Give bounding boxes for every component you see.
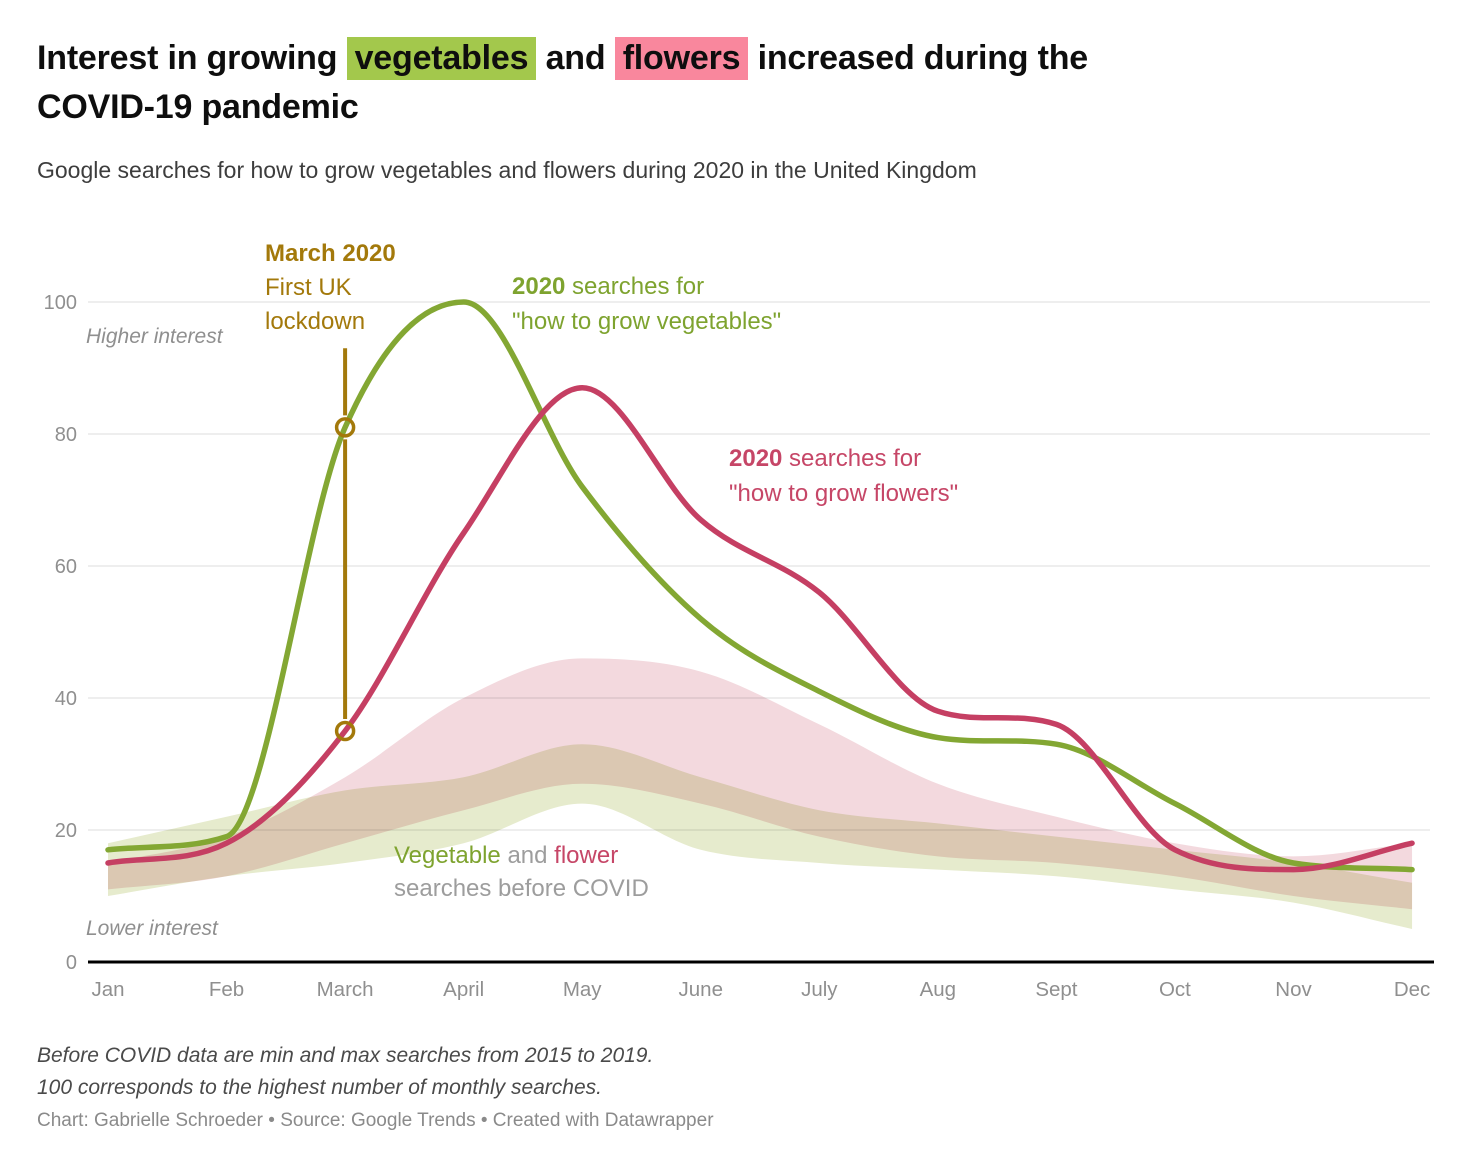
title-text: Interest in growing bbox=[37, 39, 347, 77]
vegetables-series-label-line1: 2020 searches for bbox=[512, 269, 932, 304]
title-highlight-flowers: flowers bbox=[614, 37, 749, 80]
flowers-label-year: 2020 bbox=[729, 445, 783, 472]
x-tick-label-july: July bbox=[801, 978, 838, 1001]
flowers-2020-line bbox=[105, 385, 1415, 873]
flowers-series-label-line2: "how to grow flowers" bbox=[729, 480, 959, 507]
lower-interest-label: Lower interest bbox=[86, 917, 218, 940]
footnote-line2: 100 corresponds to the highest number of… bbox=[37, 1076, 602, 1099]
before-covid-band-label-line1: Vegetable and flower bbox=[394, 839, 794, 872]
vegetables-2020-line bbox=[105, 299, 1415, 873]
band-label-and-word: and bbox=[500, 842, 555, 869]
flowers-series-label: 2020 searches for "how to grow flowers" bbox=[729, 441, 1149, 511]
y-tick-label-60: 60 bbox=[55, 556, 77, 578]
higher-interest-label: Higher interest bbox=[86, 325, 223, 348]
before-covid-band-label: Vegetable and flower searches before COV… bbox=[394, 839, 794, 905]
y-tick-label-20: 20 bbox=[55, 820, 77, 842]
flowers-series-label-line1: 2020 searches for bbox=[729, 441, 1149, 476]
y-tick-label-0: 0 bbox=[66, 952, 77, 974]
title-highlight-vegetables: vegetables bbox=[346, 37, 537, 80]
x-tick-label-jan: Jan bbox=[91, 978, 124, 1001]
x-tick-label-march: March bbox=[317, 978, 374, 1001]
x-tick-label-may: May bbox=[563, 978, 602, 1001]
title-text-post: increased during the bbox=[748, 39, 1089, 77]
page-title: Interest in growing vegetables and flowe… bbox=[37, 34, 1427, 132]
lockdown-annotation-title: March 2020 bbox=[265, 240, 396, 267]
title-line-1: Interest in growing vegetables and flowe… bbox=[37, 34, 1427, 83]
x-tick-label-feb: Feb bbox=[209, 978, 244, 1001]
y-tick-label-100: 100 bbox=[44, 292, 77, 314]
y-tick-label-40: 40 bbox=[55, 688, 77, 710]
lockdown-marker-flowers bbox=[334, 720, 356, 742]
footnote-line1: Before COVID data are min and max search… bbox=[37, 1044, 654, 1067]
band-label-flower-word: flower bbox=[554, 842, 619, 869]
flowers-precovid-band bbox=[108, 658, 1413, 910]
chart-subtitle: Google searches for how to grow vegetabl… bbox=[37, 157, 977, 183]
x-tick-label-aug: Aug bbox=[920, 978, 956, 1001]
x-tick-label-dec: Dec bbox=[1394, 978, 1430, 1001]
vegetables-label-rest: searches for bbox=[565, 273, 705, 300]
lockdown-annotation-line3: lockdown bbox=[265, 308, 366, 335]
x-tick-label-nov: Nov bbox=[1275, 978, 1312, 1001]
lockdown-marker-vegetables bbox=[334, 417, 356, 438]
x-tick-label-sept: Sept bbox=[1035, 978, 1077, 1001]
flowers-label-rest: searches for bbox=[782, 445, 922, 472]
lockdown-annotation: March 2020 First UK lockdown bbox=[265, 237, 485, 339]
x-tick-label-oct: Oct bbox=[1159, 978, 1191, 1001]
vegetables-label-year: 2020 bbox=[512, 273, 566, 300]
y-tick-label-80: 80 bbox=[55, 424, 77, 446]
credit-line: Chart: Gabrielle Schroeder • Source: Goo… bbox=[37, 1110, 714, 1131]
vegetables-series-label: 2020 searches for "how to grow vegetable… bbox=[512, 269, 932, 339]
title-text-mid: and bbox=[536, 39, 615, 77]
band-label-vegetable-word: Vegetable bbox=[394, 842, 501, 869]
x-tick-label-april: April bbox=[443, 978, 484, 1001]
lockdown-annotation-line2: First UK bbox=[265, 274, 352, 301]
vegetables-series-label-line2: "how to grow vegetables" bbox=[512, 308, 782, 335]
x-tick-label-june: June bbox=[679, 978, 723, 1001]
footnote: Before COVID data are min and max search… bbox=[37, 1040, 1037, 1104]
title-line-2: COVID-19 pandemic bbox=[37, 88, 359, 126]
before-covid-band-label-line2: searches before COVID bbox=[394, 875, 649, 902]
